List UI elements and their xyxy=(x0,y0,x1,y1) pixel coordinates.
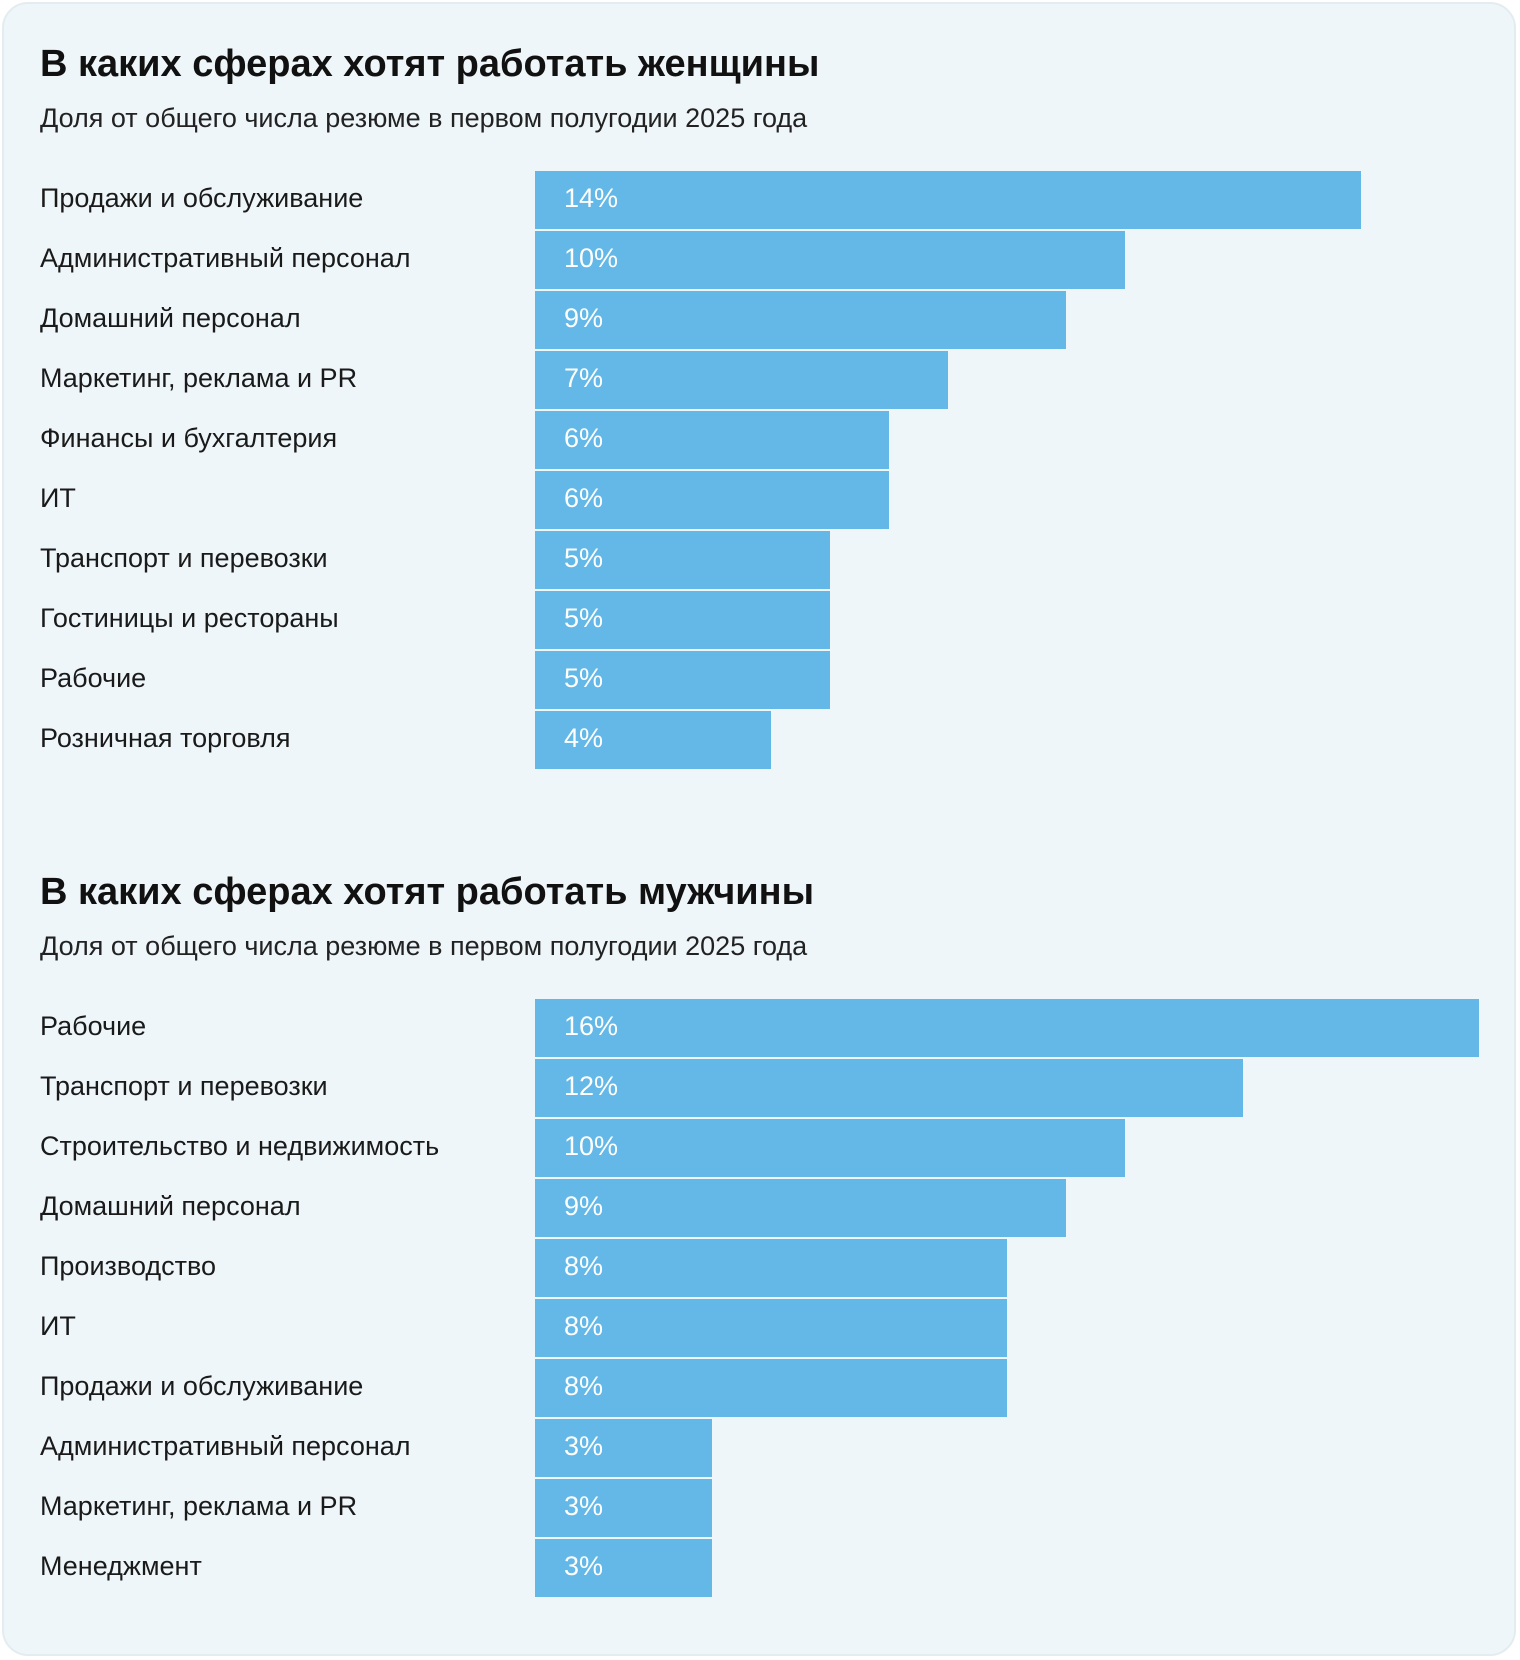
bar xyxy=(535,1359,1007,1417)
value-label: 8% xyxy=(564,1311,603,1341)
chart-title: В каких сферах хотят работать мужчины xyxy=(40,871,814,913)
value-label: 9% xyxy=(564,1191,603,1221)
bar xyxy=(535,591,830,649)
bar xyxy=(535,999,1479,1057)
category-label: Домашний персонал xyxy=(40,1191,301,1221)
value-label: 5% xyxy=(564,663,603,693)
value-label: 3% xyxy=(564,1431,603,1461)
value-label: 7% xyxy=(564,363,603,393)
category-label: Транспорт и перевозки xyxy=(40,1071,328,1101)
bar xyxy=(535,411,889,469)
chart-title: В каких сферах хотят работать женщины xyxy=(40,43,819,85)
category-label: Продажи и обслуживание xyxy=(40,183,363,213)
category-label: Продажи и обслуживание xyxy=(40,1371,363,1401)
bar xyxy=(535,351,948,409)
value-label: 10% xyxy=(564,243,618,273)
category-label: Транспорт и перевозки xyxy=(40,543,328,573)
bar xyxy=(535,171,1361,229)
value-label: 4% xyxy=(564,723,603,753)
bar xyxy=(535,231,1125,289)
category-label: ИТ xyxy=(40,1311,76,1341)
bar xyxy=(535,1479,712,1537)
category-label: Производство xyxy=(40,1251,216,1281)
category-label: Гостиницы и рестораны xyxy=(40,603,339,633)
bar xyxy=(535,711,771,769)
category-label: Розничная торговля xyxy=(40,723,291,753)
bar xyxy=(535,291,1066,349)
value-label: 3% xyxy=(564,1551,603,1581)
bar xyxy=(535,1419,712,1477)
category-label: Маркетинг, реклама и PR xyxy=(40,1491,357,1521)
category-label: Рабочие xyxy=(40,663,146,693)
category-label: ИТ xyxy=(40,483,76,513)
category-label: Рабочие xyxy=(40,1011,146,1041)
value-label: 9% xyxy=(564,303,603,333)
bar xyxy=(535,1119,1125,1177)
chart-subtitle: Доля от общего числа резюме в первом пол… xyxy=(40,103,808,133)
value-label: 5% xyxy=(564,603,603,633)
category-label: Менеджмент xyxy=(40,1551,202,1581)
category-label: Административный персонал xyxy=(40,243,411,273)
value-label: 6% xyxy=(564,423,603,453)
value-label: 8% xyxy=(564,1371,603,1401)
category-label: Строительство и недвижимость xyxy=(40,1131,439,1161)
category-label: Маркетинг, реклама и PR xyxy=(40,363,357,393)
bar xyxy=(535,531,830,589)
value-label: 8% xyxy=(564,1251,603,1281)
bar xyxy=(535,1539,712,1597)
value-label: 14% xyxy=(564,183,618,213)
category-label: Домашний персонал xyxy=(40,303,301,333)
value-label: 12% xyxy=(564,1071,618,1101)
value-label: 5% xyxy=(564,543,603,573)
value-label: 10% xyxy=(564,1131,618,1161)
bar xyxy=(535,1059,1243,1117)
bar xyxy=(535,1179,1066,1237)
category-label: Административный персонал xyxy=(40,1431,411,1461)
category-label: Финансы и бухгалтерия xyxy=(40,423,337,453)
bar xyxy=(535,471,889,529)
value-label: 6% xyxy=(564,483,603,513)
bar xyxy=(535,1239,1007,1297)
bar xyxy=(535,1299,1007,1357)
bar xyxy=(535,651,830,709)
value-label: 3% xyxy=(564,1491,603,1521)
value-label: 16% xyxy=(564,1011,618,1041)
chart-subtitle: Доля от общего числа резюме в первом пол… xyxy=(40,931,808,961)
